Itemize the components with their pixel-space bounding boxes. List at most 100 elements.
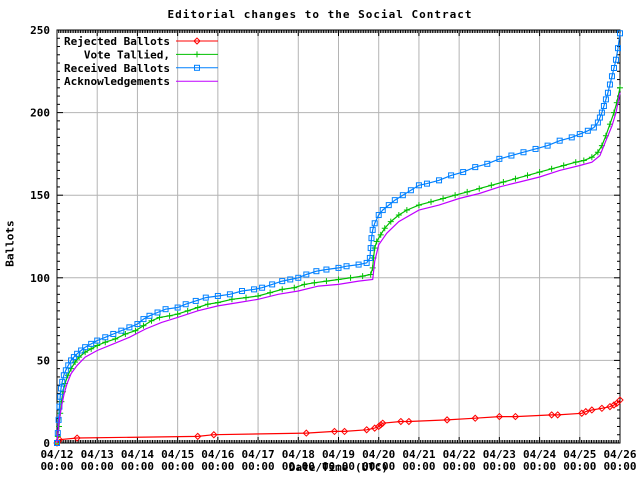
x-tick-label-time: 00:00 [322, 460, 355, 473]
marker-square [226, 291, 233, 298]
marker-square [74, 350, 81, 357]
x-tick-label-time: 00:00 [483, 460, 516, 473]
marker-square [472, 164, 479, 171]
y-tick-label: 0 [43, 437, 50, 450]
marker-square [610, 64, 617, 71]
marker-diamond [379, 419, 387, 427]
marker-square [102, 334, 109, 341]
x-tick-label-date: 04/25 [563, 448, 596, 461]
marker-square [363, 259, 370, 266]
marker-diamond [377, 421, 385, 429]
legend-label-received-ballots: Received Ballots [64, 62, 170, 75]
marker-square [391, 197, 398, 204]
marker-diamond [375, 422, 383, 431]
marker-square [448, 172, 455, 179]
marker-diamond [553, 411, 562, 419]
marker-diamond [471, 414, 479, 422]
x-tick-label-time: 00:00 [402, 460, 435, 473]
marker-square [606, 81, 613, 88]
marker-diamond [582, 407, 590, 416]
marker-square [604, 89, 611, 96]
marker-square [59, 378, 66, 385]
x-tick-label-time: 00:00 [242, 460, 275, 473]
marker-square [355, 261, 362, 268]
marker-square [590, 124, 597, 131]
x-tick-label-date: 04/16 [201, 448, 234, 461]
x-tick-label-time: 00:00 [603, 460, 636, 473]
marker-square [369, 226, 376, 233]
y-tick-label: 150 [30, 189, 50, 202]
marker-square [375, 212, 382, 219]
marker-diamond [405, 417, 413, 426]
marker-square [568, 134, 575, 141]
x-tick-label-date: 04/13 [81, 448, 114, 461]
marker-square [57, 393, 64, 400]
x-tick-label-time: 00:00 [523, 460, 556, 473]
marker-square [82, 344, 89, 351]
marker-diamond [443, 416, 451, 424]
marker-square [614, 45, 621, 52]
marker-square [415, 182, 422, 189]
marker-diamond [302, 429, 311, 437]
x-tick-label-time: 00:00 [563, 460, 596, 473]
marker-square [366, 254, 373, 261]
marker-square [367, 245, 374, 252]
marker-square [520, 149, 527, 156]
marker-diamond [340, 427, 349, 436]
marker-square [70, 354, 77, 361]
y-tick-label: 200 [30, 107, 50, 120]
marker-square [94, 337, 101, 344]
legend-label-rejected-ballots: Rejected Ballots [64, 35, 170, 48]
x-tick-label-date: 04/19 [322, 448, 355, 461]
marker-square [600, 102, 607, 109]
marker-square [134, 321, 141, 328]
marker-square [385, 202, 392, 209]
x-tick-label-time: 00:00 [362, 460, 395, 473]
marker-diamond [194, 432, 202, 441]
marker-diamond [616, 396, 624, 404]
marker-square [343, 263, 350, 270]
marker-square [379, 207, 386, 214]
marker-square [556, 137, 563, 144]
marker-diamond [193, 37, 201, 45]
marker-square [544, 142, 551, 149]
marker-diamond [397, 417, 405, 426]
series-acknowledgements-line [56, 92, 621, 444]
marker-square [460, 169, 467, 176]
marker-square [154, 309, 161, 316]
x-tick-label-time: 00:00 [121, 460, 154, 473]
x-tick-label-time: 00:00 [40, 460, 73, 473]
marker-square [174, 304, 181, 311]
marker-square [259, 284, 266, 291]
x-axis-label: Date/Time (UTC) [288, 461, 389, 474]
y-tick-label: 100 [30, 272, 50, 285]
marker-diamond [598, 404, 606, 413]
marker-square [496, 155, 503, 162]
legend-label-acknowledgements: Acknowledgements [64, 75, 170, 88]
series-received-ballots-line [56, 33, 621, 444]
marker-diamond [210, 431, 218, 439]
marker-square [576, 131, 583, 138]
x-tick-label-date: 04/18 [282, 448, 315, 461]
marker-square [584, 127, 591, 134]
marker-square [423, 180, 430, 187]
x-tick-label-date: 04/17 [242, 448, 275, 461]
marker-diamond [547, 411, 556, 419]
marker-square [295, 274, 302, 281]
marker-square [399, 192, 406, 199]
x-tick-label-date: 04/20 [362, 448, 395, 461]
marker-square [238, 288, 245, 295]
marker-square [407, 187, 414, 194]
marker-square [126, 324, 133, 331]
marker-square [251, 286, 258, 293]
marker-diamond [610, 401, 618, 409]
marker-square [78, 347, 85, 354]
x-tick-label-date: 04/23 [483, 448, 516, 461]
marker-diamond [330, 427, 339, 436]
marker-square [335, 264, 342, 271]
x-tick-label-date: 04/24 [523, 448, 556, 461]
marker-square [436, 177, 443, 184]
marker-diamond [511, 412, 520, 421]
marker-square [162, 306, 169, 313]
